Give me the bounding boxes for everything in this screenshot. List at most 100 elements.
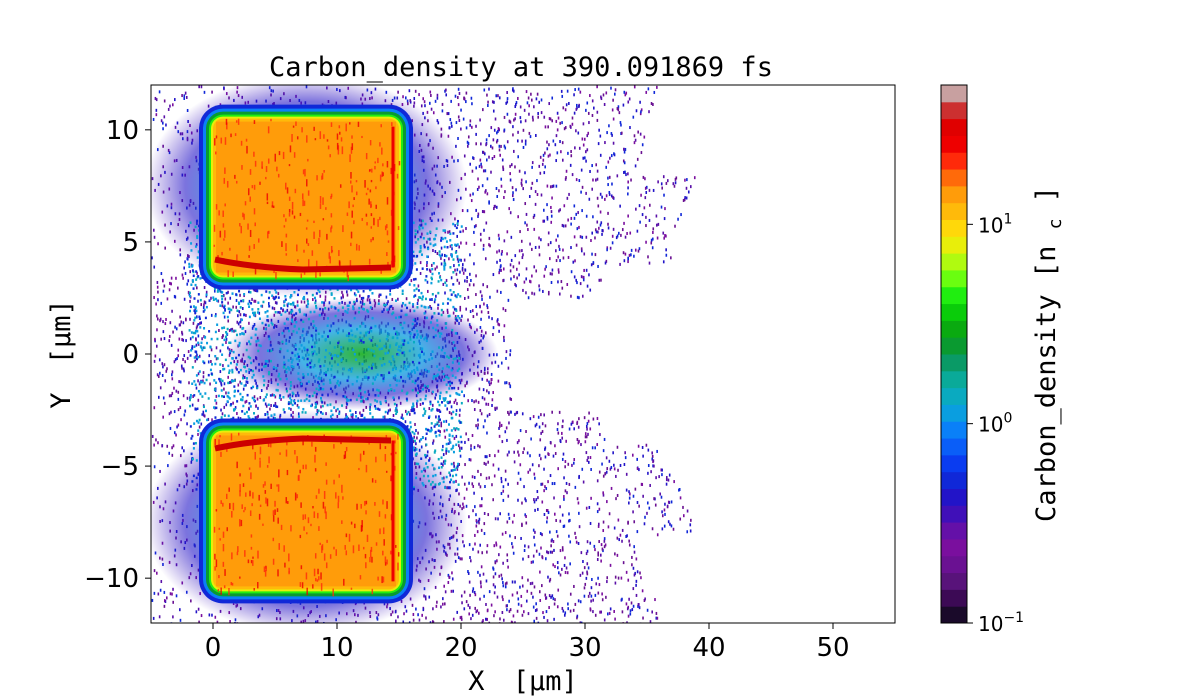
particle-speck — [469, 119, 472, 123]
particle-speck — [286, 349, 289, 353]
particle-speck — [589, 94, 591, 98]
particle-speck — [480, 310, 483, 314]
particle-speck — [211, 613, 213, 617]
particle-speck — [438, 466, 441, 470]
particle-speck — [434, 483, 437, 486]
particle-speck — [456, 234, 459, 238]
particle-speck — [557, 280, 559, 284]
particle-speck — [436, 252, 439, 256]
particle-speck — [431, 403, 434, 407]
particle-speck — [662, 231, 665, 235]
particle-speck — [388, 345, 391, 349]
particle-speck — [453, 464, 455, 468]
particle-speck — [457, 96, 459, 100]
particle-speck — [523, 610, 525, 614]
particle-speck — [499, 421, 501, 425]
particle-speck — [454, 428, 457, 432]
particle-speck — [533, 585, 536, 589]
particle-speck — [532, 415, 535, 419]
particle-speck — [469, 310, 472, 314]
particle-speck — [594, 446, 596, 450]
particle-speck — [414, 422, 416, 426]
particle-speck — [631, 453, 634, 457]
particle-speck — [476, 609, 479, 613]
particle-speck — [300, 300, 303, 304]
particle-speck — [456, 402, 458, 406]
particle-speck — [162, 127, 164, 131]
particle-speck — [596, 479, 599, 483]
particle-speck — [497, 449, 500, 453]
particle-speck — [498, 271, 500, 275]
particle-speck — [515, 188, 517, 192]
particle-speck — [616, 234, 619, 238]
particle-speck — [594, 613, 597, 617]
particle-speck — [675, 176, 678, 180]
particle-speck — [586, 134, 589, 138]
particle-speck — [458, 444, 460, 448]
particle-speck — [557, 234, 559, 238]
particle-speck — [582, 560, 584, 564]
particle-speck — [233, 329, 235, 333]
particle-speck — [648, 506, 651, 510]
particle-speck — [385, 295, 388, 299]
particle-speck — [572, 461, 575, 465]
particle-speck — [203, 414, 206, 418]
particle-speck — [245, 399, 248, 403]
particle-speck — [575, 178, 578, 182]
particle-speck — [650, 241, 653, 245]
particle-speck — [486, 455, 488, 459]
particle-speck — [496, 595, 499, 599]
particle-speck — [464, 268, 467, 272]
particle-speck — [182, 394, 185, 398]
particle-speck — [586, 540, 589, 544]
particle-speck — [200, 303, 203, 307]
particle-speck — [654, 503, 657, 507]
particle-speck — [551, 184, 554, 188]
particle-speck — [155, 438, 157, 442]
particle-speck — [539, 438, 542, 442]
particle-speck — [596, 558, 599, 562]
particle-speck — [312, 298, 314, 302]
particle-speck — [644, 597, 646, 601]
particle-speck — [563, 476, 565, 480]
particle-speck — [455, 434, 458, 438]
particle-speck — [586, 458, 589, 462]
particle-speck — [397, 90, 399, 94]
particle-speck — [627, 256, 629, 260]
particle-speck — [168, 334, 171, 338]
particle-speck — [165, 123, 167, 127]
particle-speck — [513, 89, 515, 93]
particle-speck — [483, 511, 486, 515]
particle-speck — [477, 177, 479, 181]
particle-speck — [648, 188, 651, 192]
particle-speck — [496, 559, 498, 563]
particle-speck — [656, 616, 659, 620]
particle-speck — [602, 549, 604, 553]
particle-speck — [459, 305, 462, 309]
particle-speck — [153, 265, 156, 269]
particle-speck — [205, 378, 208, 382]
particle-speck — [153, 359, 156, 363]
particle-speck — [654, 598, 656, 602]
particle-speck — [589, 521, 592, 525]
particle-speck — [617, 105, 620, 109]
particle-speck — [186, 396, 189, 400]
particle-speck — [580, 247, 583, 251]
particle-speck — [543, 274, 546, 278]
particle-speck — [510, 163, 513, 167]
particle-speck — [216, 299, 219, 303]
particle-speck — [371, 382, 374, 385]
particle-speck — [500, 264, 502, 268]
particle-speck — [528, 195, 531, 199]
particle-speck — [449, 244, 452, 248]
particle-speck — [614, 88, 617, 92]
particle-speck — [485, 476, 488, 480]
particle-speck — [566, 571, 569, 575]
particle-speck — [616, 493, 619, 497]
particle-speck — [597, 551, 600, 555]
particle-speck — [504, 469, 507, 473]
particle-speck — [197, 299, 199, 303]
particle-speck — [473, 225, 476, 229]
particle-speck — [300, 318, 303, 322]
particle-speck — [417, 289, 420, 292]
